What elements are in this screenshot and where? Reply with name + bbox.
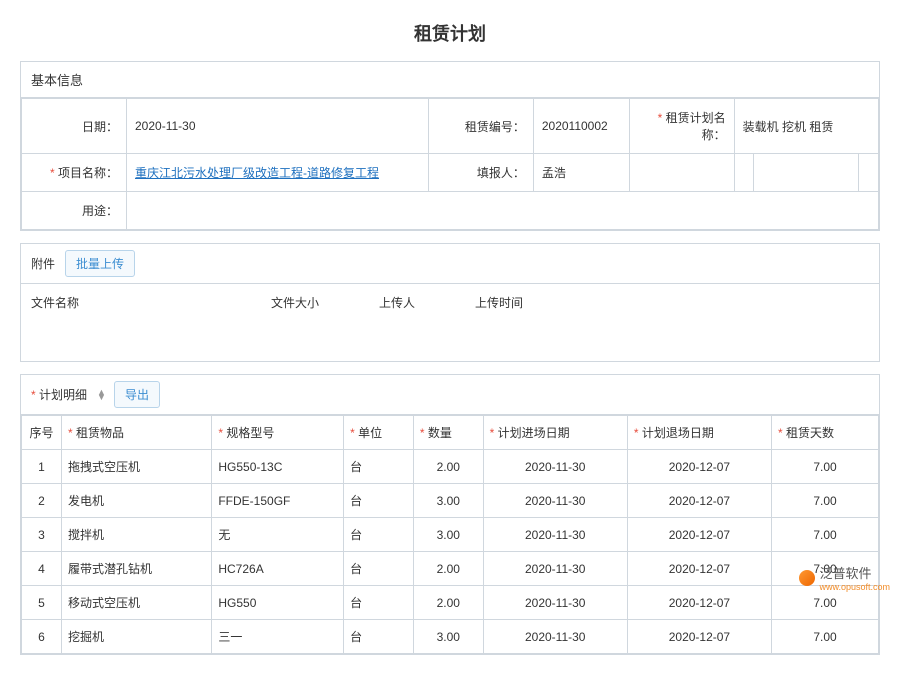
th-seq: 序号 <box>22 416 62 450</box>
cell-out-date: 2020-12-07 <box>627 586 771 620</box>
value-rent-no: 2020110002 <box>533 99 629 154</box>
cell-qty: 3.00 <box>413 484 483 518</box>
cell-spec: FFDE-150GF <box>212 484 344 518</box>
cell-out-date: 2020-12-07 <box>627 620 771 654</box>
table-row: 2发电机FFDE-150GF台3.002020-11-302020-12-077… <box>22 484 879 518</box>
cell-seq: 3 <box>22 518 62 552</box>
cell-qty: 3.00 <box>413 518 483 552</box>
cell-seq: 4 <box>22 552 62 586</box>
cell-seq: 2 <box>22 484 62 518</box>
th-out-date: 计划退场日期 <box>627 416 771 450</box>
cell-days: 7.00 <box>772 620 879 654</box>
empty-value-2 <box>859 154 879 192</box>
value-date: 2020-11-30 <box>127 99 429 154</box>
cell-item: 挖掘机 <box>62 620 212 654</box>
th-in-date: 计划进场日期 <box>483 416 627 450</box>
cell-in-date: 2020-11-30 <box>483 450 627 484</box>
cell-qty: 3.00 <box>413 620 483 654</box>
value-reporter: 孟浩 <box>533 154 629 192</box>
table-row: 3搅拌机无台3.002020-11-302020-12-077.00 <box>22 518 879 552</box>
attachments-panel: 附件 批量上传 文件名称 文件大小 上传人 上传时间 <box>20 243 880 362</box>
cell-qty: 2.00 <box>413 552 483 586</box>
cell-unit: 台 <box>344 484 414 518</box>
label-usage: 用途： <box>22 192 127 230</box>
basic-info-header: 基本信息 <box>21 62 879 98</box>
label-project-name: 项目名称： <box>50 166 118 180</box>
cell-spec: HC726A <box>212 552 344 586</box>
label-date: 日期： <box>22 99 127 154</box>
th-qty: 数量 <box>413 416 483 450</box>
cell-in-date: 2020-11-30 <box>483 586 627 620</box>
table-row: 5移动式空压机HG550台2.002020-11-302020-12-077.0… <box>22 586 879 620</box>
details-table: 序号 租赁物品 规格型号 单位 数量 计划进场日期 计划退场日期 租赁天数 1拖… <box>21 415 879 654</box>
th-unit: 单位 <box>344 416 414 450</box>
table-row: 4履带式潜孔钻机HC726A台2.002020-11-302020-12-077… <box>22 552 879 586</box>
label-rent-no: 租赁编号： <box>428 99 533 154</box>
cell-out-date: 2020-12-07 <box>627 450 771 484</box>
sort-icon[interactable]: ▲▼ <box>97 390 106 400</box>
cell-unit: 台 <box>344 450 414 484</box>
cell-spec: 无 <box>212 518 344 552</box>
attachments-label: 附件 <box>31 255 55 272</box>
details-header-label: 计划明细 <box>31 386 87 403</box>
cell-seq: 5 <box>22 586 62 620</box>
watermark-brand: 泛普软件 <box>819 566 871 581</box>
cell-item: 发电机 <box>62 484 212 518</box>
cell-spec: HG550-13C <box>212 450 344 484</box>
col-upload-time: 上传时间 <box>475 294 583 311</box>
col-file-size: 文件大小 <box>271 294 379 311</box>
cell-in-date: 2020-11-30 <box>483 484 627 518</box>
cell-out-date: 2020-12-07 <box>627 552 771 586</box>
th-item: 租赁物品 <box>62 416 212 450</box>
value-usage <box>127 192 879 230</box>
empty-value-1 <box>734 154 754 192</box>
cell-seq: 6 <box>22 620 62 654</box>
th-spec: 规格型号 <box>212 416 344 450</box>
cell-out-date: 2020-12-07 <box>627 484 771 518</box>
table-row: 6挖掘机三一台3.002020-11-302020-12-077.00 <box>22 620 879 654</box>
details-header-row: 序号 租赁物品 规格型号 单位 数量 计划进场日期 计划退场日期 租赁天数 <box>22 416 879 450</box>
th-days: 租赁天数 <box>772 416 879 450</box>
empty-label-1 <box>629 154 734 192</box>
value-plan-name: 装载机 挖机 租赁 <box>734 99 878 154</box>
watermark-url: www.opusoft.com <box>819 582 890 592</box>
attachments-columns: 文件名称 文件大小 上传人 上传时间 <box>21 284 879 321</box>
cell-days: 7.00 <box>772 484 879 518</box>
cell-item: 移动式空压机 <box>62 586 212 620</box>
cell-unit: 台 <box>344 586 414 620</box>
cell-qty: 2.00 <box>413 450 483 484</box>
cell-unit: 台 <box>344 620 414 654</box>
watermark-logo-icon <box>799 570 815 586</box>
cell-qty: 2.00 <box>413 586 483 620</box>
cell-item: 拖拽式空压机 <box>62 450 212 484</box>
details-panel: 计划明细 ▲▼ 导出 序号 租赁物品 规格型号 单位 数量 计划进场日期 计划退… <box>20 374 880 655</box>
cell-days: 7.00 <box>772 518 879 552</box>
page-title: 租赁计划 <box>20 20 880 46</box>
cell-in-date: 2020-11-30 <box>483 518 627 552</box>
cell-item: 履带式潜孔钻机 <box>62 552 212 586</box>
cell-seq: 1 <box>22 450 62 484</box>
cell-days: 7.00 <box>772 450 879 484</box>
attachments-empty-body <box>21 321 879 361</box>
export-button[interactable]: 导出 <box>114 381 160 408</box>
cell-unit: 台 <box>344 518 414 552</box>
cell-spec: 三一 <box>212 620 344 654</box>
cell-item: 搅拌机 <box>62 518 212 552</box>
batch-upload-button[interactable]: 批量上传 <box>65 250 135 277</box>
cell-in-date: 2020-11-30 <box>483 552 627 586</box>
cell-unit: 台 <box>344 552 414 586</box>
cell-in-date: 2020-11-30 <box>483 620 627 654</box>
label-plan-name: 租赁计划名称： <box>658 111 726 142</box>
empty-label-2 <box>754 154 859 192</box>
table-row: 1拖拽式空压机HG550-13C台2.002020-11-302020-12-0… <box>22 450 879 484</box>
basic-info-table: 日期： 2020-11-30 租赁编号： 2020110002 租赁计划名称： … <box>21 98 879 230</box>
watermark: 泛普软件 www.opusoft.com <box>799 563 890 592</box>
basic-info-panel: 基本信息 日期： 2020-11-30 租赁编号： 2020110002 租赁计… <box>20 61 880 231</box>
cell-spec: HG550 <box>212 586 344 620</box>
col-file-name: 文件名称 <box>31 294 271 311</box>
project-name-link[interactable]: 重庆江北污水处理厂级改造工程-道路修复工程 <box>135 166 379 180</box>
cell-out-date: 2020-12-07 <box>627 518 771 552</box>
col-uploader: 上传人 <box>379 294 475 311</box>
label-reporter: 填报人： <box>428 154 533 192</box>
